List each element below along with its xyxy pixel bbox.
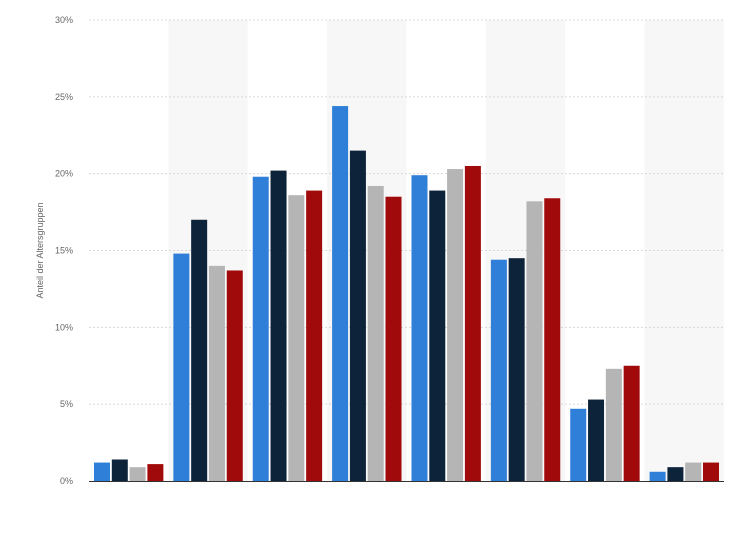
bar[interactable] xyxy=(544,198,561,481)
bar[interactable] xyxy=(411,175,428,481)
bar[interactable] xyxy=(367,185,384,481)
bar[interactable] xyxy=(605,368,622,481)
bar[interactable] xyxy=(252,176,269,482)
bar[interactable] xyxy=(490,259,507,481)
bar[interactable] xyxy=(464,165,481,481)
bar[interactable] xyxy=(93,462,110,481)
y-tick-label: 25% xyxy=(55,92,73,102)
y-tick-label: 30% xyxy=(55,15,73,25)
bar[interactable] xyxy=(129,467,146,481)
bar[interactable] xyxy=(349,150,366,481)
bar[interactable] xyxy=(111,459,128,481)
bar[interactable] xyxy=(306,190,323,481)
bar[interactable] xyxy=(270,170,287,482)
bar[interactable] xyxy=(588,399,605,481)
bar[interactable] xyxy=(226,270,243,481)
y-tick-label: 10% xyxy=(55,322,73,332)
y-tick-label: 5% xyxy=(60,399,73,409)
bar[interactable] xyxy=(508,258,525,481)
bar[interactable] xyxy=(385,196,402,481)
bar[interactable] xyxy=(429,190,446,481)
bar[interactable] xyxy=(703,462,720,481)
y-axis-ticks: 0% 5% 10% 15% 20% 25% 30% xyxy=(55,15,73,486)
bar[interactable] xyxy=(570,408,587,481)
bar[interactable] xyxy=(288,195,305,481)
bar[interactable] xyxy=(447,169,464,481)
y-tick-label: 15% xyxy=(55,246,73,256)
bar[interactable] xyxy=(208,265,225,481)
bar[interactable] xyxy=(649,471,666,481)
category-band xyxy=(644,20,724,481)
y-tick-label: 0% xyxy=(60,476,73,486)
bar[interactable] xyxy=(332,106,349,481)
bar[interactable] xyxy=(623,365,640,481)
y-axis-title: Anteil der Altersgruppen xyxy=(35,202,45,298)
bar[interactable] xyxy=(191,219,208,481)
bar[interactable] xyxy=(667,467,684,481)
bar[interactable] xyxy=(173,253,190,481)
bar[interactable] xyxy=(526,201,543,481)
bar[interactable] xyxy=(685,462,702,481)
y-tick-label: 20% xyxy=(55,169,73,179)
bars xyxy=(93,106,720,482)
bar[interactable] xyxy=(147,464,164,481)
